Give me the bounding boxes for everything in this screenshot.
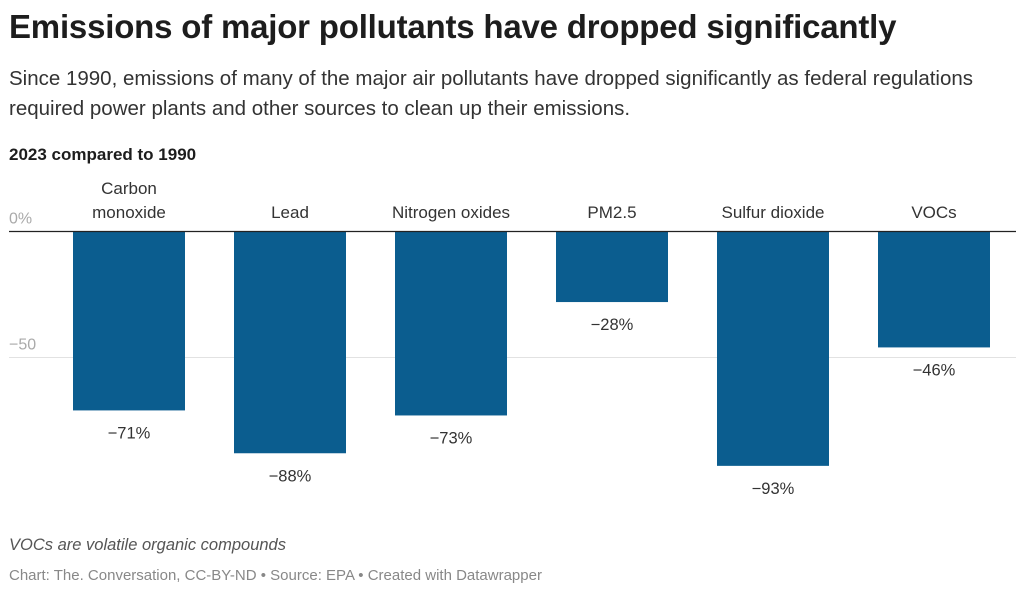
bar [73,231,185,411]
chart-credit: Chart: The. Conversation, CC-BY-ND • Sou… [9,567,542,584]
value-label: −71% [108,424,151,442]
chart-title: Emissions of major pollutants have dropp… [9,8,897,45]
bar [395,231,507,416]
category-label: Lead [271,203,309,222]
y-tick-label: 0% [9,211,32,228]
value-label: −88% [269,467,312,485]
y-tick-label: −50 [9,337,36,354]
category-label: Carbon [101,179,157,198]
category-label: VOCs [911,203,956,222]
bar [878,231,990,348]
bar [234,231,346,454]
category-label: PM2.5 [587,203,636,222]
value-label: −46% [913,361,956,379]
value-label: −73% [430,429,473,447]
chart-note: VOCs are volatile organic compounds [9,536,286,554]
category-label: monoxide [92,203,166,222]
category-label: Nitrogen oxides [392,203,510,222]
bar [556,231,668,303]
value-label: −93% [752,480,795,498]
bar [717,231,829,466]
chart-description: 2023 compared to 1990 [9,145,197,164]
chart-subtitle: Since 1990, emissions of many of the maj… [9,67,974,120]
category-label: Sulfur dioxide [721,203,824,222]
value-label: −28% [591,316,634,334]
